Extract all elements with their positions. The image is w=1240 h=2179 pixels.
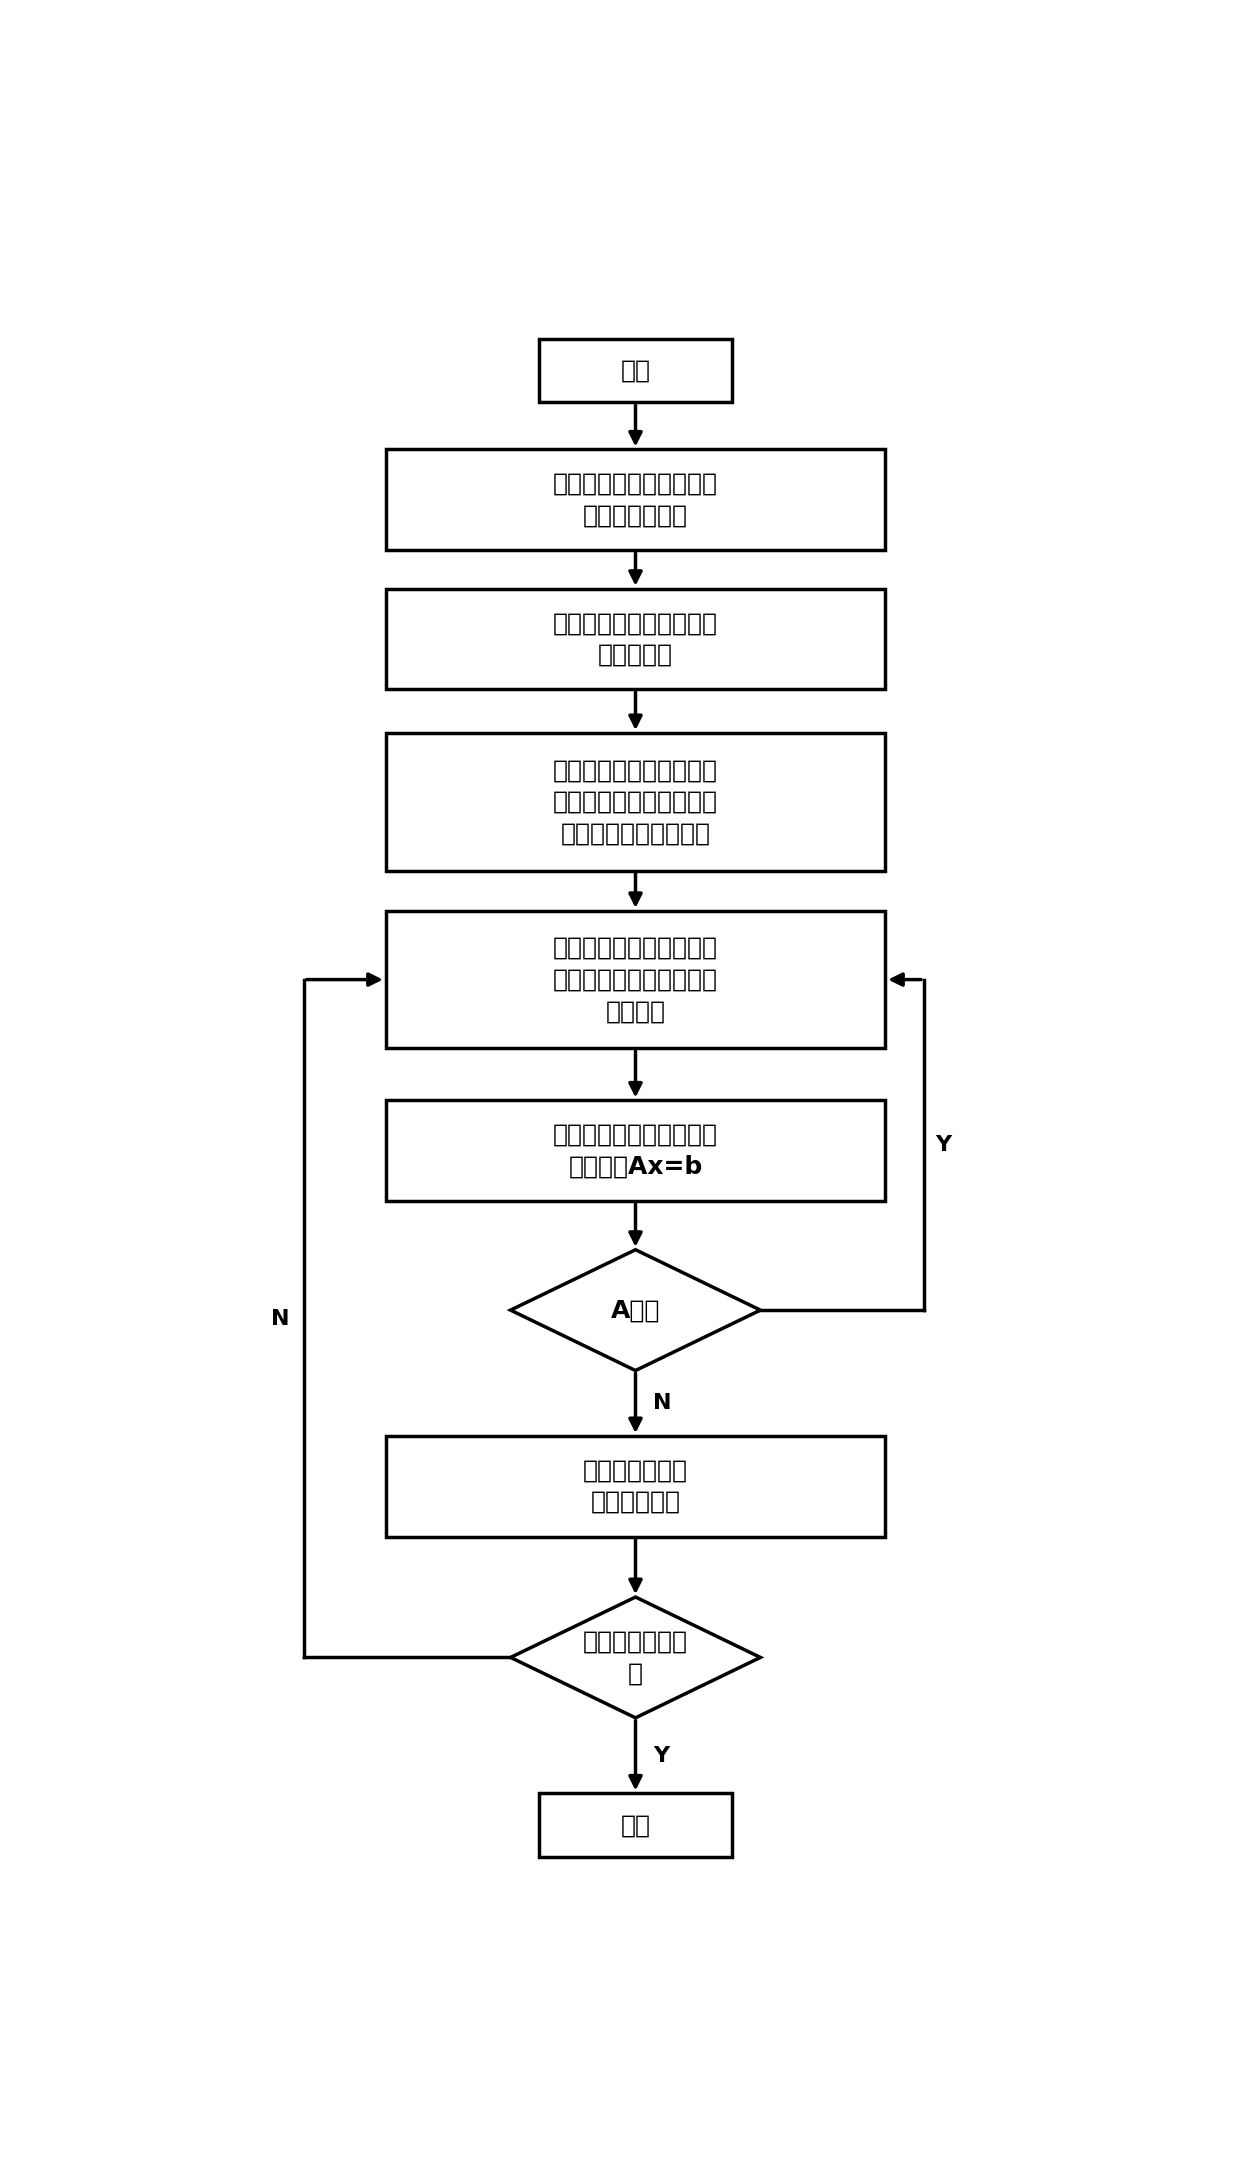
Bar <box>539 1793 732 1857</box>
Text: A奇异: A奇异 <box>611 1299 660 1323</box>
Text: 位置误差满足要
求: 位置误差满足要 求 <box>583 1630 688 1684</box>
Text: 利用垂直几何约束列矩阵
方程整理Ax=b: 利用垂直几何约束列矩阵 方程整理Ax=b <box>553 1122 718 1179</box>
Text: 结束: 结束 <box>620 1813 651 1837</box>
Text: N: N <box>272 1310 290 1329</box>
Text: 用机器人垂直夹角接触标
准正方体四个侧棱计算含
待辨识参数的位置坐标: 用机器人垂直夹角接触标 准正方体四个侧棱计算含 待辨识参数的位置坐标 <box>553 758 718 845</box>
Text: N: N <box>652 1392 671 1414</box>
Text: Y: Y <box>935 1135 951 1155</box>
Bar <box>386 911 885 1048</box>
Bar <box>386 588 885 689</box>
Bar <box>539 338 732 403</box>
Text: 提取位置正解分量计算误
差传递矩阵: 提取位置正解分量计算误 差传递矩阵 <box>553 610 718 667</box>
Text: 根据未校正参数求运动学
正反解传递矩阵: 根据未校正参数求运动学 正反解传递矩阵 <box>553 473 718 527</box>
Text: Y: Y <box>652 1745 668 1765</box>
Bar <box>386 1100 885 1201</box>
Text: 开始: 开始 <box>620 360 651 384</box>
Polygon shape <box>511 1597 760 1717</box>
Bar <box>386 449 885 549</box>
Polygon shape <box>511 1251 760 1371</box>
Bar <box>386 1436 885 1536</box>
Text: 求解待辨识参数
修正原有参数: 求解待辨识参数 修正原有参数 <box>583 1458 688 1514</box>
Bar <box>386 732 885 872</box>
Text: 改变准正方体位姿从新接
触侧棱算含待辨识参数的
位置坐标: 改变准正方体位姿从新接 触侧棱算含待辨识参数的 位置坐标 <box>553 937 718 1024</box>
